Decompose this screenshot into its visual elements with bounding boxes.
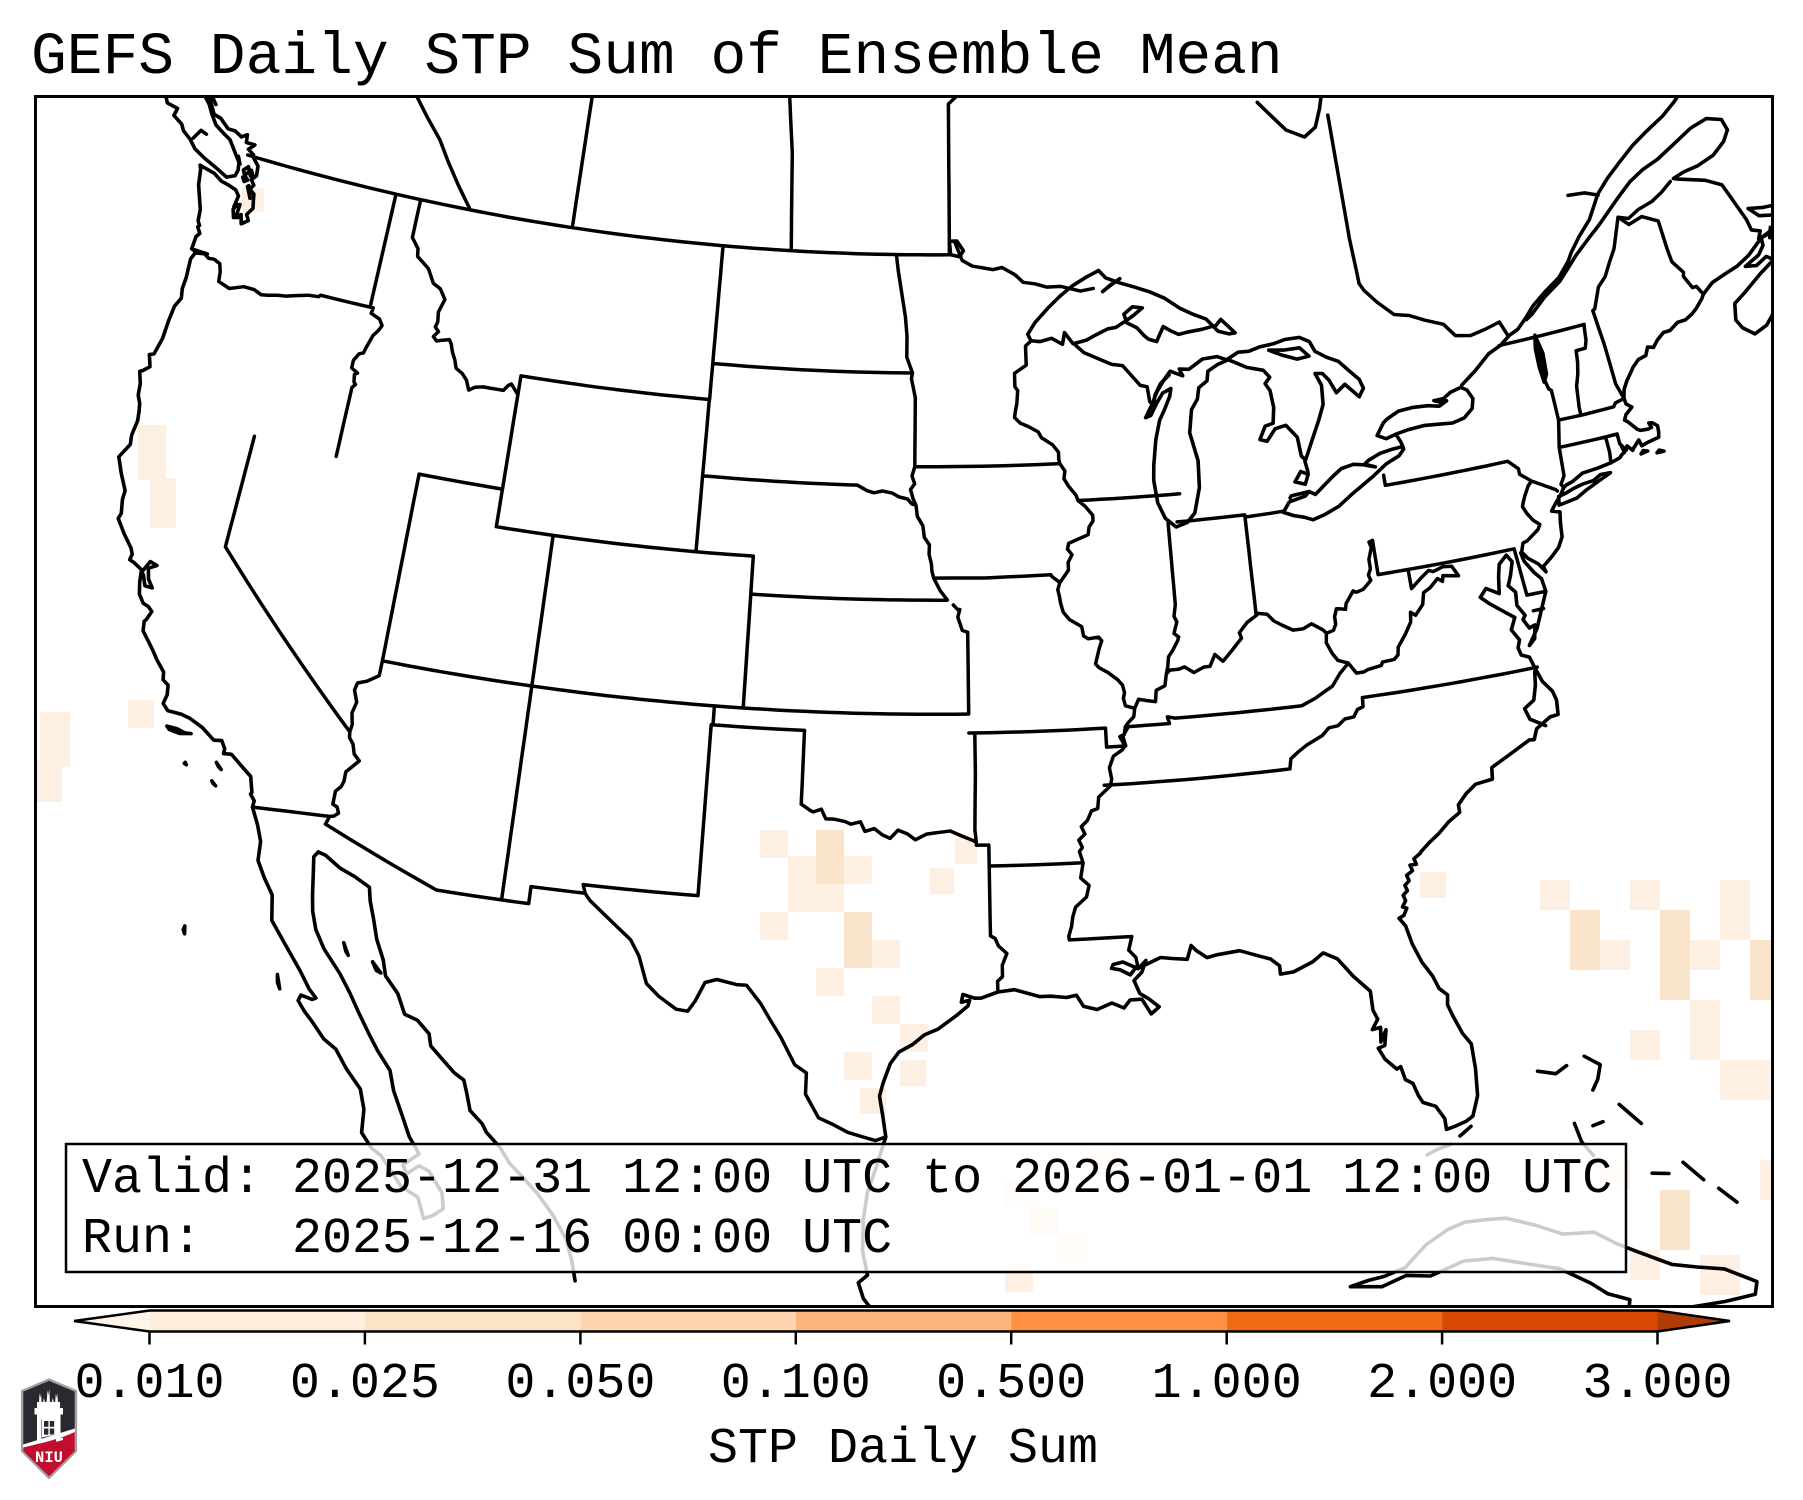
svg-text:2.000: 2.000: [1367, 1356, 1517, 1413]
svg-text:Run: 2025-12-16 00:00 UTC: Run: 2025-12-16 00:00 UTC: [82, 1211, 892, 1268]
svg-text:0.025: 0.025: [290, 1356, 440, 1413]
svg-text:STP Daily Sum: STP Daily Sum: [708, 1421, 1098, 1478]
svg-text:GEFS Daily STP Sum of Ensemble: GEFS Daily STP Sum of Ensemble Mean: [31, 23, 1283, 91]
svg-text:0.010: 0.010: [74, 1356, 224, 1413]
svg-text:3.000: 3.000: [1582, 1356, 1732, 1413]
svg-text:1.000: 1.000: [1152, 1356, 1302, 1413]
svg-text:Valid: 2025-12-31 12:00 UTC to: Valid: 2025-12-31 12:00 UTC to 2026-01-0…: [82, 1151, 1612, 1208]
svg-text:0.500: 0.500: [936, 1356, 1086, 1413]
svg-text:NIU: NIU: [35, 1449, 63, 1467]
svg-text:0.100: 0.100: [721, 1356, 871, 1413]
svg-text:0.050: 0.050: [505, 1356, 655, 1413]
